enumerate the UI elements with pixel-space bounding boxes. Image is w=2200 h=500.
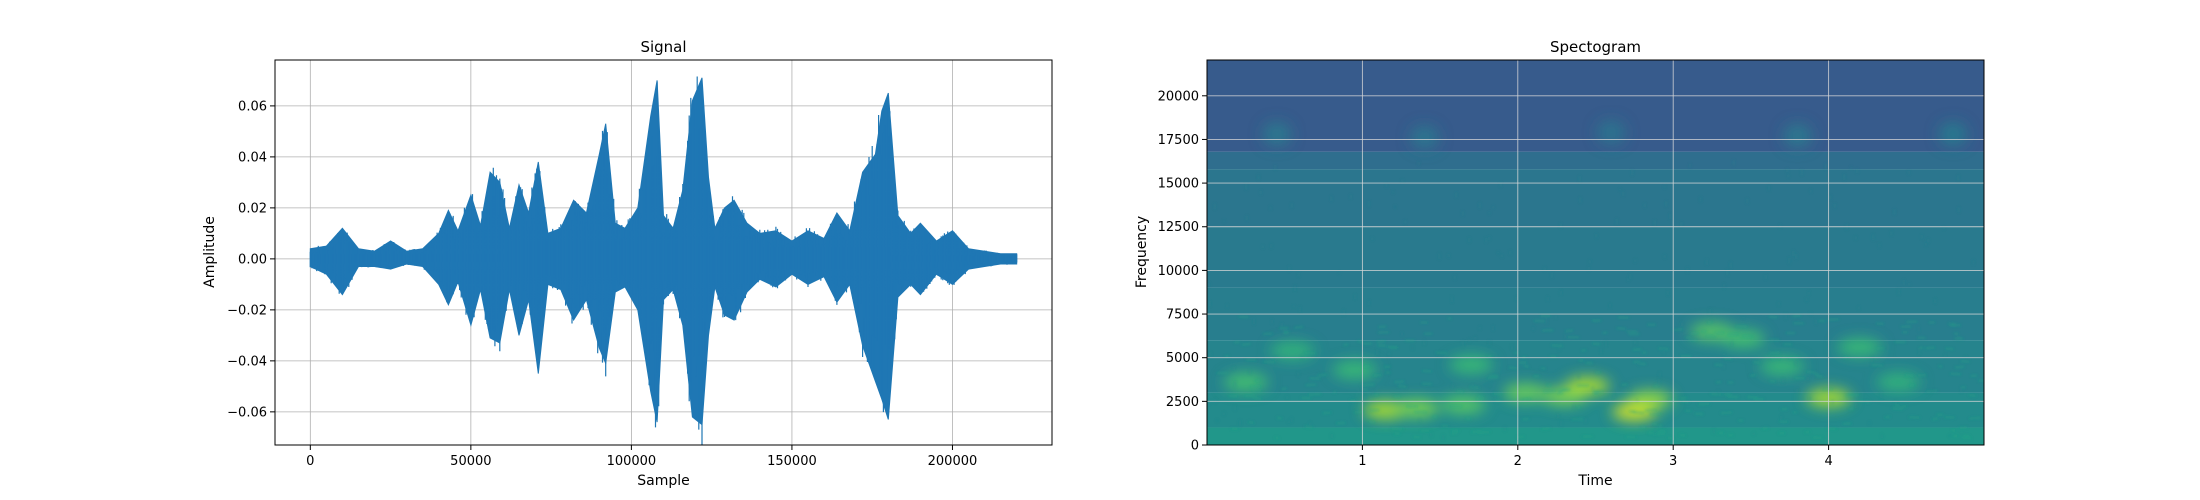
spectrogram-y-tick-label: 2500 bbox=[1166, 395, 1199, 410]
spectrogram-band bbox=[1207, 151, 1984, 170]
spectrogram-y-tick-label: 5000 bbox=[1166, 351, 1199, 366]
signal-x-tick-label: 0 bbox=[306, 454, 314, 469]
signal-y-tick-label: −0.02 bbox=[227, 303, 267, 318]
spectrogram-energy-blob bbox=[1783, 123, 1812, 148]
signal-x-ticks: 0 50000 100000 150000 200000 bbox=[306, 445, 977, 469]
spectrogram-noise bbox=[1208, 160, 1975, 440]
signal-axes-frame bbox=[274, 59, 1053, 446]
signal-y-tick-label: 0.04 bbox=[238, 150, 267, 165]
signal-y-tick-label: −0.04 bbox=[227, 354, 267, 369]
spectrogram-axes-frame bbox=[1206, 59, 1985, 446]
signal-y-tick-label: 0.00 bbox=[238, 252, 267, 267]
spectrogram-band bbox=[1207, 392, 1984, 428]
spectrogram-energy-blob bbox=[1410, 125, 1439, 150]
spectrogram-y-tick-label: 10000 bbox=[1158, 264, 1199, 279]
signal-y-tick-label: 0.02 bbox=[238, 201, 267, 216]
spectrogram-x-tick-label: 2 bbox=[1514, 454, 1522, 469]
spectrogram-energy-blob bbox=[1837, 338, 1882, 357]
spectrogram-x-axis-label: Time bbox=[1577, 473, 1612, 489]
spectrogram-title: Spectogram bbox=[1550, 38, 1641, 56]
signal-y-ticks: −0.06 −0.04 −0.02 0.00 0.02 0.04 0.06 bbox=[227, 99, 275, 420]
signal-y-tick-label: −0.06 bbox=[227, 405, 267, 420]
signal-panel: Signal 0 50000 100000 150000 200000 −0.06−0.… bbox=[202, 38, 1053, 489]
spectrogram-energy-blob bbox=[1597, 120, 1626, 145]
spectrogram-energy-blob bbox=[1223, 373, 1268, 392]
spectrogram-energy-blob bbox=[1332, 360, 1377, 379]
spectrogram-energy-blob bbox=[1441, 395, 1486, 414]
spectrogram-grid bbox=[1207, 60, 1984, 445]
spectrogram-band bbox=[1207, 427, 1984, 445]
spectrogram-energy-blob bbox=[1262, 122, 1291, 147]
signal-trace bbox=[309, 76, 1018, 445]
spectrogram-energy-blob bbox=[1938, 122, 1967, 147]
signal-x-tick-label: 200000 bbox=[928, 454, 978, 469]
signal-x-axis-label: Sample bbox=[637, 473, 690, 489]
signal-title: Signal bbox=[640, 38, 686, 56]
spectrogram-x-ticks: 1 2 3 4 bbox=[1358, 445, 1833, 469]
spectrogram-band bbox=[1207, 60, 1984, 152]
spectrogram-y-tick-label: 0 bbox=[1191, 439, 1199, 454]
spectrogram-y-tick-label: 15000 bbox=[1158, 177, 1199, 192]
spectrogram-energy-blob bbox=[1876, 373, 1921, 392]
spectrogram-energy-blob bbox=[1270, 341, 1315, 360]
spectrogram-y-tick-label: 12500 bbox=[1158, 220, 1199, 235]
spectrogram-x-tick-label: 4 bbox=[1824, 454, 1832, 469]
spectrogram-energy-blob bbox=[1721, 329, 1766, 348]
signal-y-axis-label: Amplitude bbox=[202, 216, 218, 288]
spectrogram-energy-blob bbox=[1449, 355, 1494, 374]
spectrogram-heatmap bbox=[1207, 60, 1984, 445]
signal-waveform bbox=[309, 76, 1018, 445]
spectrogram-band bbox=[1207, 226, 1984, 288]
signal-x-tick-label: 50000 bbox=[450, 454, 491, 469]
spectrogram-energy-blob bbox=[1627, 390, 1672, 409]
signal-x-tick-label: 100000 bbox=[607, 454, 657, 469]
spectrogram-y-tick-label: 17500 bbox=[1158, 133, 1199, 148]
spectrogram-energy-blob bbox=[1503, 383, 1548, 402]
spectrogram-y-tick-label: 20000 bbox=[1158, 89, 1199, 104]
spectrogram-energy-blob bbox=[1394, 399, 1439, 418]
signal-x-tick-label: 150000 bbox=[767, 454, 817, 469]
spectrogram-y-ticks: 0 2500 5000 7500 10000 12500 15000 17500 20000 bbox=[1158, 89, 1207, 454]
spectrogram-panel: Spectogram 1 2 3 4 0 2500 5000 7500 10000 12500 1… bbox=[1134, 38, 1985, 489]
spectrogram-x-tick-label: 1 bbox=[1358, 454, 1366, 469]
signal-y-tick-label: 0.06 bbox=[238, 99, 267, 114]
spectrogram-y-tick-label: 7500 bbox=[1166, 308, 1199, 323]
spectrogram-y-axis-label: Frequency bbox=[1134, 216, 1150, 288]
spectrogram-band bbox=[1207, 169, 1984, 227]
spectrogram-energy-blob bbox=[1759, 357, 1804, 376]
spectrogram-x-tick-label: 3 bbox=[1669, 454, 1677, 469]
